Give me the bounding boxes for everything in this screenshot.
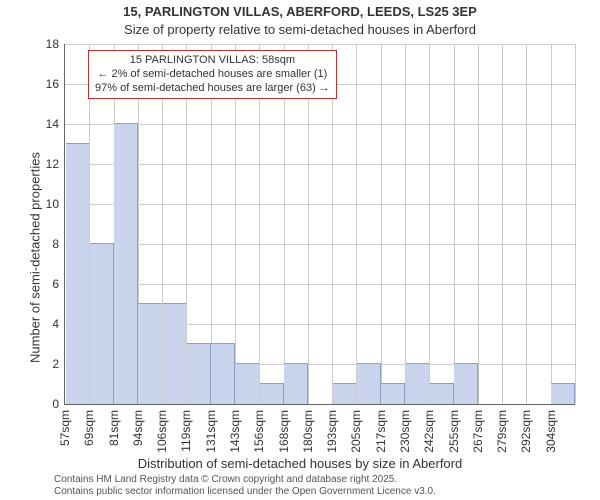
annotation-box: 15 PARLINGTON VILLAS: 58sqm ← 2% of semi… (88, 50, 337, 99)
y-tick-label: 12 (46, 157, 59, 171)
annotation-line-3: 97% of semi-detached houses are larger (… (95, 82, 330, 96)
gridline-v (454, 44, 455, 404)
gridline-v (526, 44, 527, 404)
x-tick-label: 193sqm (325, 410, 339, 453)
y-tick-label: 14 (46, 117, 59, 131)
annotation-line-2: ← 2% of semi-detached houses are smaller… (95, 68, 330, 82)
y-tick-label: 4 (52, 317, 59, 331)
bar (114, 123, 138, 404)
gridline-v (405, 44, 406, 404)
x-tick-label: 205sqm (349, 410, 363, 453)
bar (163, 303, 187, 404)
gridline-h (65, 124, 575, 125)
x-tick-label: 143sqm (228, 410, 242, 453)
y-tick-label: 2 (52, 357, 59, 371)
bar (260, 383, 284, 404)
y-tick-label: 10 (46, 197, 59, 211)
bar (551, 383, 575, 404)
x-tick-label: 217sqm (374, 410, 388, 453)
x-tick-label: 304sqm (544, 410, 558, 453)
gridline-v (356, 44, 357, 404)
gridline-h (65, 164, 575, 165)
footer-line-2: Contains public sector information licen… (54, 486, 436, 497)
x-tick-label: 106sqm (155, 410, 169, 453)
y-tick-label: 18 (46, 37, 59, 51)
gridline-v (429, 44, 430, 404)
x-tick-label: 119sqm (179, 410, 193, 452)
y-axis-label: Number of semi-detached properties (28, 128, 43, 388)
gridline-v (551, 44, 552, 404)
bar (284, 363, 308, 404)
x-tick-label: 81sqm (107, 410, 121, 446)
bar (454, 363, 478, 404)
gridline-h (65, 284, 575, 285)
x-axis-label: Distribution of semi-detached houses by … (0, 456, 600, 471)
y-tick-label: 8 (52, 237, 59, 251)
x-tick-label: 156sqm (252, 410, 266, 453)
bar (430, 383, 454, 404)
x-tick-label: 279sqm (495, 410, 509, 453)
gridline-v (575, 44, 576, 404)
y-tick-label: 0 (52, 397, 59, 411)
chart-title-line2: Size of property relative to semi-detach… (0, 22, 600, 37)
bar (357, 363, 381, 404)
gridline-h (65, 204, 575, 205)
annotation-line-1: 15 PARLINGTON VILLAS: 58sqm (95, 54, 330, 68)
x-tick-label: 267sqm (471, 410, 485, 453)
bar (236, 363, 260, 404)
bar (187, 343, 211, 404)
x-tick-label: 94sqm (131, 410, 145, 446)
gridline-h (65, 44, 575, 45)
bar (333, 383, 357, 404)
x-tick-label: 255sqm (447, 410, 461, 453)
x-tick-label: 180sqm (301, 410, 315, 453)
y-tick-label: 6 (52, 277, 59, 291)
x-tick-label: 57sqm (58, 410, 72, 446)
y-tick-label: 16 (46, 77, 59, 91)
x-tick-label: 292sqm (519, 410, 533, 453)
gridline-h (65, 244, 575, 245)
bar (138, 303, 162, 404)
x-tick-label: 168sqm (277, 410, 291, 453)
gridline-v (478, 44, 479, 404)
x-tick-label: 242sqm (422, 410, 436, 453)
x-tick-label: 230sqm (398, 410, 412, 453)
x-tick-label: 69sqm (82, 410, 96, 446)
chart-title-line1: 15, PARLINGTON VILLAS, ABERFORD, LEEDS, … (0, 4, 600, 19)
bar (90, 243, 114, 404)
gridline-v (502, 44, 503, 404)
gridline-v (381, 44, 382, 404)
footer-line-1: Contains HM Land Registry data © Crown c… (54, 474, 397, 485)
bar (211, 343, 235, 404)
x-tick-label: 131sqm (204, 410, 218, 453)
bar (406, 363, 430, 404)
bar (66, 143, 90, 404)
bar (381, 383, 405, 404)
